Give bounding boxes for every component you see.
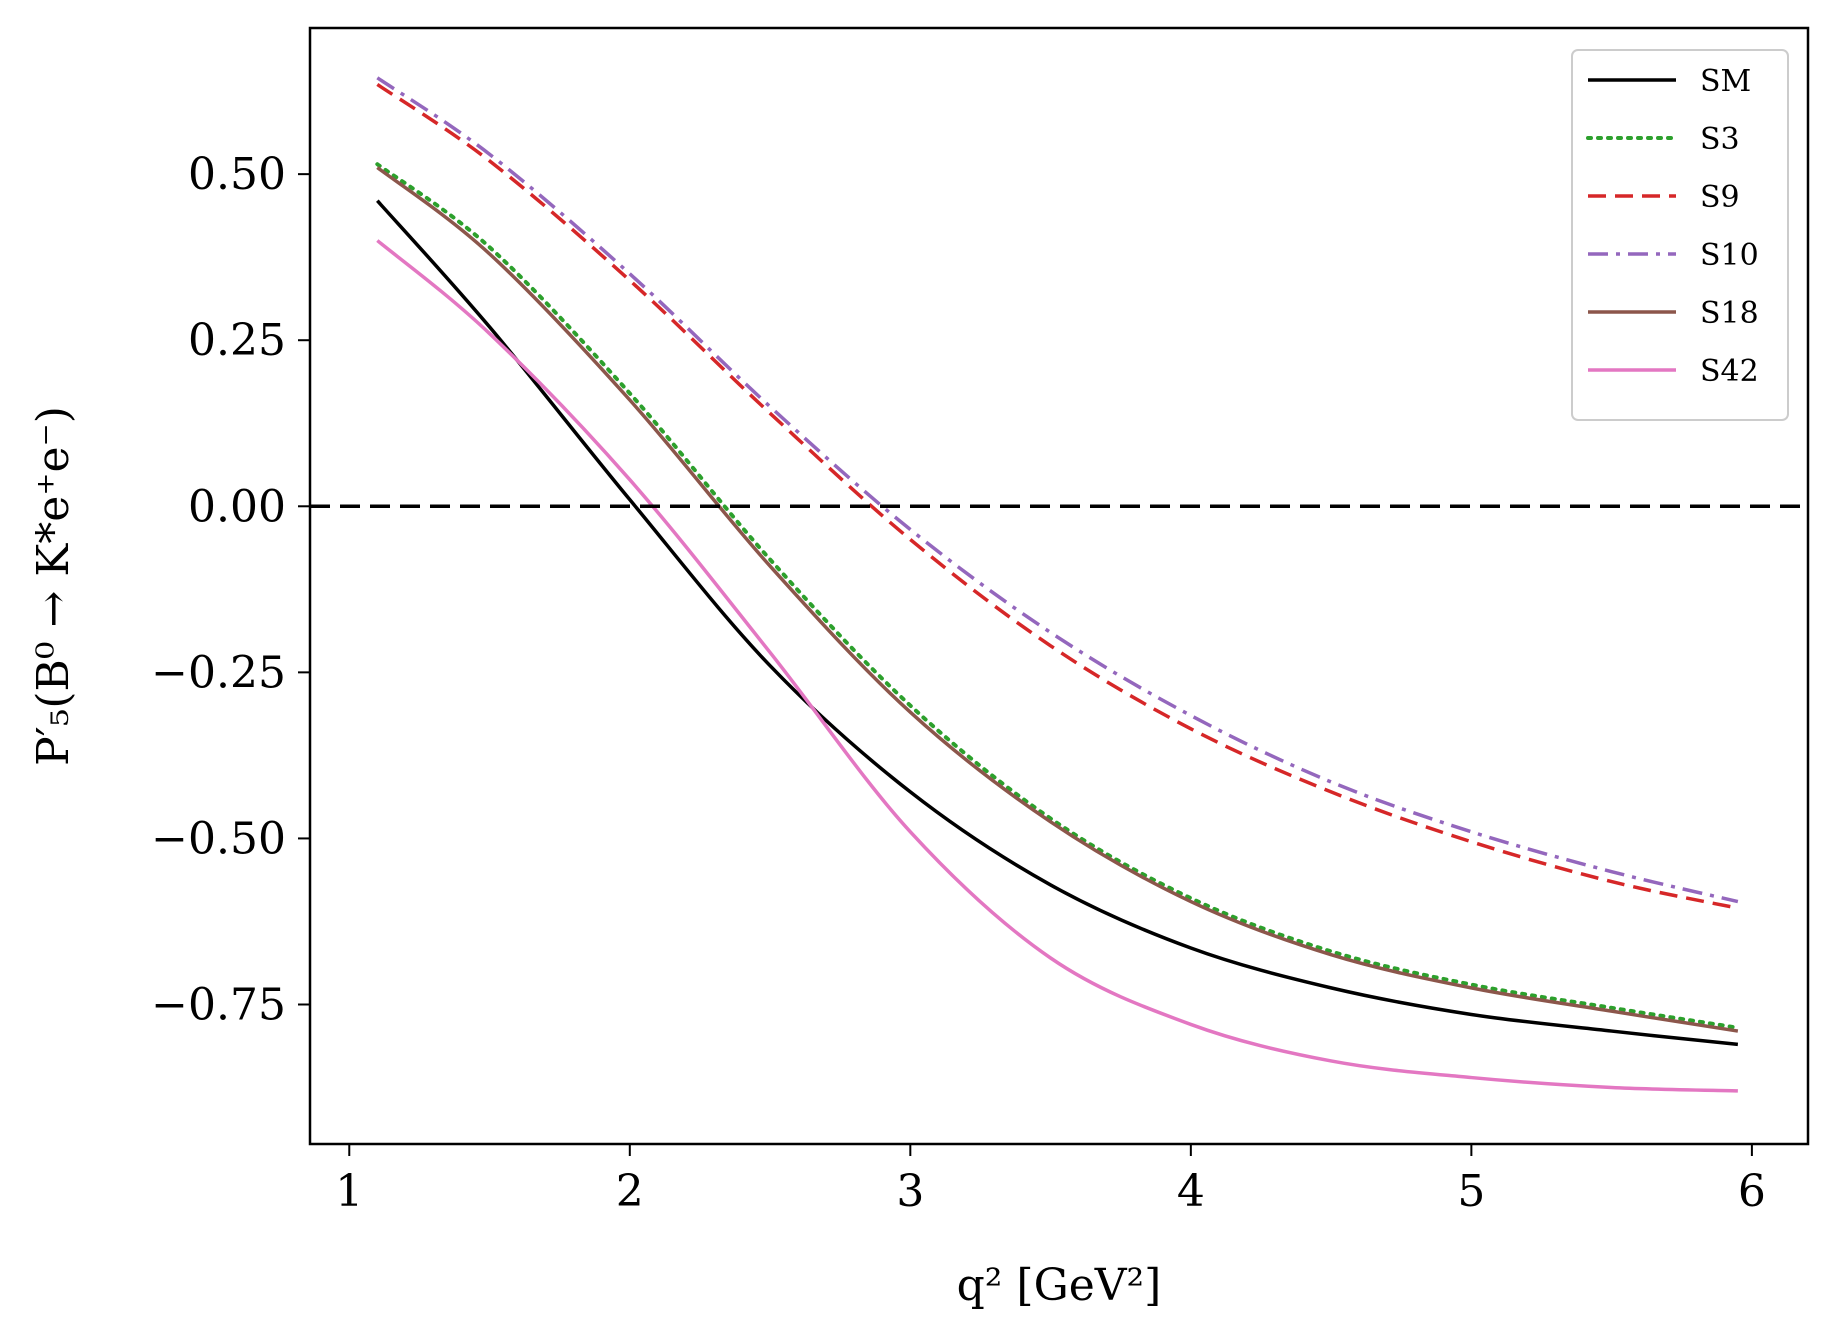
series-line-s42 — [376, 239, 1738, 1093]
legend-label-s10: S10 — [1700, 238, 1759, 273]
y-tick-label: −0.75 — [151, 980, 286, 1031]
y-tick-label: −0.25 — [151, 647, 286, 698]
series-line-s10 — [376, 76, 1739, 904]
y-tick-label: 0.50 — [188, 149, 286, 200]
x-tick-label: 5 — [1457, 1166, 1485, 1217]
series-line-s3 — [375, 162, 1740, 1030]
x-tick-label: 1 — [335, 1166, 363, 1217]
y-tick-label: 0.00 — [188, 481, 286, 532]
series-layer — [375, 76, 1740, 1093]
y-axis-label: P′₅(B⁰ → K*e⁺e⁻) — [28, 406, 79, 766]
y-tick-label: 0.25 — [188, 315, 286, 366]
legend-label-s42: S42 — [1700, 354, 1759, 389]
series-line-s9 — [376, 83, 1739, 910]
x-axis-label: q² [GeV²] — [957, 1260, 1162, 1311]
y-tick-label: −0.50 — [151, 813, 286, 864]
plot-frame — [308, 26, 1810, 1146]
legend: SM S3 S9 S10 S18 S42 — [1571, 49, 1789, 421]
legend-label-sm: SM — [1700, 64, 1751, 99]
y-axis-label-group: P′₅(B⁰ → K*e⁺e⁻) — [28, 406, 79, 766]
legend-label-s9: S9 — [1700, 180, 1740, 215]
x-tick-label: 3 — [896, 1166, 924, 1217]
series-line-sm — [376, 199, 1739, 1047]
legend-box — [1571, 49, 1789, 421]
legend-label-s3: S3 — [1700, 122, 1740, 157]
legend-label-s18: S18 — [1700, 296, 1759, 331]
x-tick-label: 4 — [1177, 1166, 1205, 1217]
series-line-s18 — [376, 166, 1739, 1033]
x-tick-label: 6 — [1738, 1166, 1766, 1217]
x-tick-label: 2 — [616, 1166, 644, 1217]
tick-layer: 1 2 3 4 5 6 0.50 0.25 0.00 −0.25 −0.50 −0.75 — [151, 149, 1766, 1217]
